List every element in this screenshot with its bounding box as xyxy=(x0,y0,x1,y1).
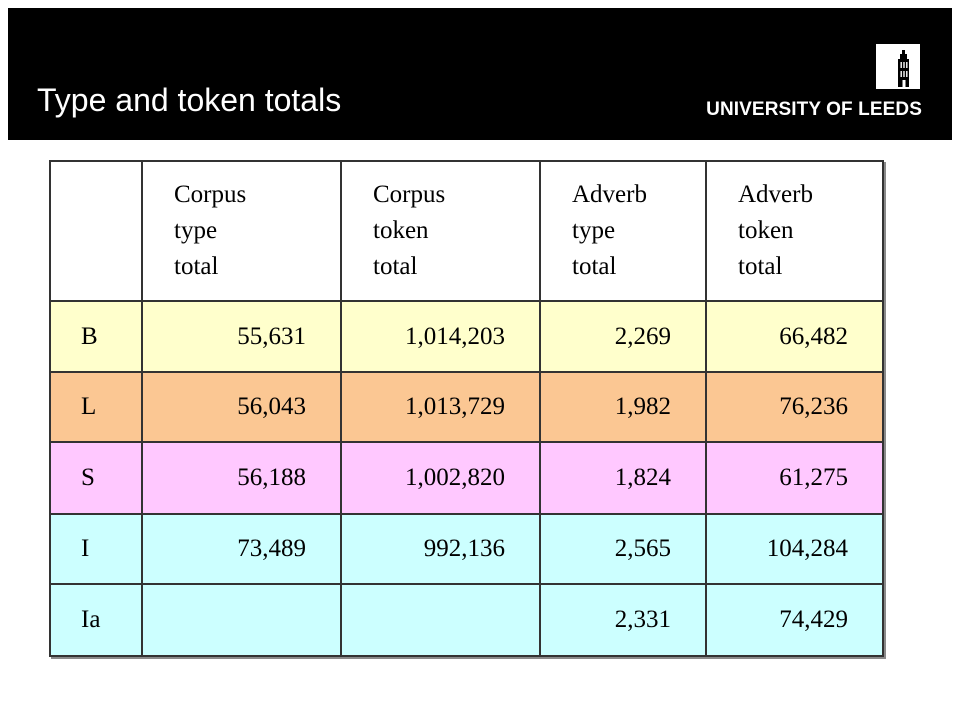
cell-corpus-type: 55,631 xyxy=(141,300,342,373)
cell-adverb-token: 66,482 xyxy=(705,300,884,373)
header-line: token xyxy=(738,217,794,244)
header-line: Adverb xyxy=(572,181,647,208)
table-row: L 56,043 1,013,729 1,982 76,236 xyxy=(49,371,884,443)
table-row: B 55,631 1,014,203 2,269 66,482 xyxy=(49,300,884,373)
totals-table: Corpus type total Corpus token total Adv… xyxy=(49,160,884,657)
header-cell-corner xyxy=(49,160,143,302)
cell-adverb-token: 61,275 xyxy=(705,441,884,515)
slide-title: Type and token totals xyxy=(37,82,342,118)
header-line: total xyxy=(738,253,783,280)
cell-adverb-type: 2,565 xyxy=(539,513,707,585)
row-label: I xyxy=(49,513,143,585)
cell-adverb-token: 76,236 xyxy=(705,371,884,443)
cell-adverb-type: 2,331 xyxy=(539,583,707,657)
row-label: B xyxy=(49,300,143,373)
cell-corpus-token xyxy=(340,583,541,657)
header-line: token xyxy=(373,217,429,244)
cell-corpus-type: 56,188 xyxy=(141,441,342,515)
header-line: total xyxy=(572,253,617,280)
header-cell-adverb-type: Adverb type total xyxy=(539,160,707,302)
header-line: Adverb xyxy=(738,181,813,208)
header-cell-adverb-token: Adverb token total xyxy=(705,160,884,302)
slide-header: Type and token totals UNIVERSITY OF LEED… xyxy=(8,8,952,140)
header-line: total xyxy=(174,253,219,280)
cell-adverb-token: 74,429 xyxy=(705,583,884,657)
cell-corpus-type xyxy=(141,583,342,657)
header-line: Corpus xyxy=(174,181,247,208)
cell-adverb-token: 104,284 xyxy=(705,513,884,585)
header-line: type xyxy=(572,217,616,244)
cell-corpus-token: 1,013,729 xyxy=(340,371,541,443)
header-line: total xyxy=(373,253,418,280)
row-label: L xyxy=(49,371,143,443)
row-label: S xyxy=(49,441,143,515)
cell-adverb-type: 2,269 xyxy=(539,300,707,373)
cell-corpus-token: 1,014,203 xyxy=(340,300,541,373)
table-row: S 56,188 1,002,820 1,824 61,275 xyxy=(49,441,884,515)
header-line: type xyxy=(174,217,218,244)
cell-corpus-type: 73,489 xyxy=(141,513,342,585)
row-label: Ia xyxy=(49,583,143,657)
table-row: Ia 2,331 74,429 xyxy=(49,583,884,657)
cell-adverb-type: 1,982 xyxy=(539,371,707,443)
header-cell-corpus-type: Corpus type total xyxy=(141,160,342,302)
tower-icon xyxy=(876,44,920,89)
header-line: Corpus xyxy=(373,181,446,208)
cell-corpus-token: 992,136 xyxy=(340,513,541,585)
cell-adverb-type: 1,824 xyxy=(539,441,707,515)
cell-corpus-type: 56,043 xyxy=(141,371,342,443)
header-cell-corpus-token: Corpus token total xyxy=(340,160,541,302)
table-row: I 73,489 992,136 2,565 104,284 xyxy=(49,513,884,585)
university-logo: UNIVERSITY OF LEEDS xyxy=(672,44,922,124)
table-header-row: Corpus type total Corpus token total Adv… xyxy=(49,160,884,302)
university-name: UNIVERSITY OF LEEDS xyxy=(706,99,922,120)
cell-corpus-token: 1,002,820 xyxy=(340,441,541,515)
